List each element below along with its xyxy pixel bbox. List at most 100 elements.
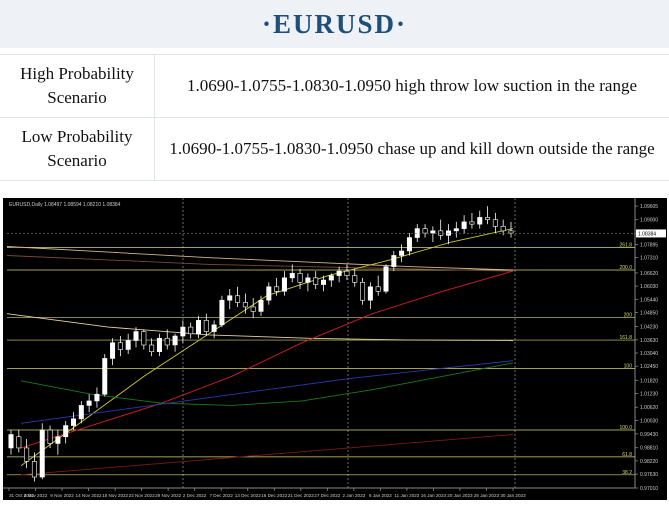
time-tick-label: 6 Jan 2023 — [369, 493, 392, 498]
time-tick-label: 16 Dec 2022 — [261, 493, 287, 498]
candle-body — [392, 255, 396, 266]
candle-body — [298, 273, 302, 282]
price-tick-label: 1.07310 — [640, 255, 658, 261]
table-row: Low Probability Scenario 1.0690-1.0755-1… — [0, 118, 669, 181]
candle-body — [228, 296, 232, 300]
candle-body — [173, 336, 177, 345]
candle-body — [454, 229, 458, 231]
time-tick-label: 11 Jan 2023 — [394, 493, 419, 498]
candle-body — [181, 327, 185, 336]
candle-body — [87, 401, 91, 405]
candle-body — [165, 338, 169, 345]
candle-body — [95, 394, 99, 401]
scenario-text: 1.0690-1.0755-1.0830-1.0950 high throw l… — [155, 55, 669, 118]
candle-body — [134, 332, 138, 341]
price-tick-label: 1.09000 — [640, 218, 658, 224]
candle-body — [274, 287, 278, 291]
candle-body — [509, 231, 513, 233]
candle-body — [17, 437, 21, 448]
candle-body — [407, 238, 411, 251]
page-title: ·EURUSD· — [262, 9, 407, 40]
chart-background — [3, 198, 667, 500]
candle-body — [63, 426, 67, 437]
price-tick-label: 1.04230 — [640, 324, 658, 330]
candle-body — [79, 405, 83, 418]
table-row: High Probability Scenario 1.0690-1.0755-… — [0, 55, 669, 118]
level-label: 100.0 — [619, 425, 632, 431]
candle-body — [438, 231, 442, 235]
chart-svg: 261.8200.0200161.8100100.061.838.21.0960… — [3, 198, 667, 500]
candle-body — [103, 358, 107, 394]
candle-body — [110, 343, 114, 359]
candle-body — [212, 325, 216, 332]
price-tick-label: 1.01820 — [640, 378, 658, 384]
scenario-label: Low Probability Scenario — [0, 118, 155, 181]
candle-body — [415, 229, 419, 238]
candle-body — [329, 276, 333, 280]
last-price-label: 1.08384 — [638, 231, 656, 237]
candle-body — [126, 341, 130, 350]
candle-body — [368, 287, 372, 300]
price-tick-label: 0.99430 — [640, 432, 658, 438]
candle-body — [196, 320, 200, 333]
candle-body — [423, 229, 427, 233]
price-tick-label: 1.03630 — [640, 338, 658, 344]
time-tick-label: 7 Dec 2022 — [209, 493, 233, 498]
candle-body — [9, 435, 13, 448]
title-bar: ·EURUSD· — [0, 0, 669, 48]
price-tick-label: 0.97630 — [640, 472, 658, 478]
time-tick-label: 4 Nov 2022 — [24, 493, 48, 498]
candle-body — [40, 430, 44, 477]
price-tick-label: 1.00620 — [640, 405, 658, 411]
candle-body — [485, 217, 489, 219]
candle-body — [251, 307, 255, 311]
level-label: 200.0 — [619, 265, 632, 271]
price-tick-label: 1.05440 — [640, 297, 658, 303]
level-label: 61.8 — [622, 452, 632, 458]
candle-body — [204, 320, 208, 331]
time-tick-label: 2 Dec 2022 — [183, 493, 207, 498]
candle-body — [478, 217, 482, 224]
level-label: 161.8 — [619, 335, 632, 341]
scenario-text: 1.0690-1.0755-1.0830-1.0950 chase up and… — [155, 118, 669, 181]
level-label: 261.8 — [619, 242, 632, 248]
candle-body — [259, 300, 263, 311]
candle-body — [71, 419, 75, 426]
time-tick-label: 14 Nov 2022 — [76, 493, 102, 498]
candle-body — [24, 448, 28, 461]
candle-body — [493, 220, 497, 227]
time-tick-label: 18 Nov 2022 — [102, 493, 128, 498]
time-tick-label: 13 Dec 2022 — [235, 493, 261, 498]
time-tick-label: 2 Jan 2023 — [342, 493, 365, 498]
candle-body — [360, 282, 364, 300]
candle-body — [157, 338, 161, 351]
price-tick-label: 1.00030 — [640, 418, 658, 424]
candle-body — [243, 302, 247, 306]
time-tick-label: 9 Nov 2022 — [50, 493, 74, 498]
price-tick-label: 1.09605 — [640, 204, 658, 210]
candle-body — [290, 273, 294, 277]
time-tick-label: 29 Nov 2022 — [155, 493, 181, 498]
candle-body — [353, 276, 357, 283]
candle-body — [220, 300, 224, 325]
level-label: 200 — [624, 312, 633, 318]
candle-body — [306, 278, 310, 282]
price-tick-label: 1.06620 — [640, 271, 658, 277]
level-label: 100 — [624, 363, 633, 369]
candle-body — [56, 437, 60, 444]
candle-body — [431, 231, 435, 233]
price-tick-label: 0.98220 — [640, 459, 658, 465]
candle-body — [376, 287, 380, 291]
candle-body — [282, 278, 286, 291]
candle-body — [384, 267, 388, 292]
price-tick-label: 0.98810 — [640, 446, 658, 452]
candle-body — [399, 251, 403, 255]
candle-body — [470, 222, 474, 224]
time-tick-label: 30 Jan 2023 — [500, 493, 526, 498]
candle-body — [345, 271, 349, 275]
price-tick-label: 1.04850 — [640, 311, 658, 317]
time-tick-label: 16 Jan 2023 — [421, 493, 447, 498]
time-tick-label: 27 Dec 2022 — [314, 493, 340, 498]
time-tick-label: 21 Dec 2022 — [288, 493, 314, 498]
